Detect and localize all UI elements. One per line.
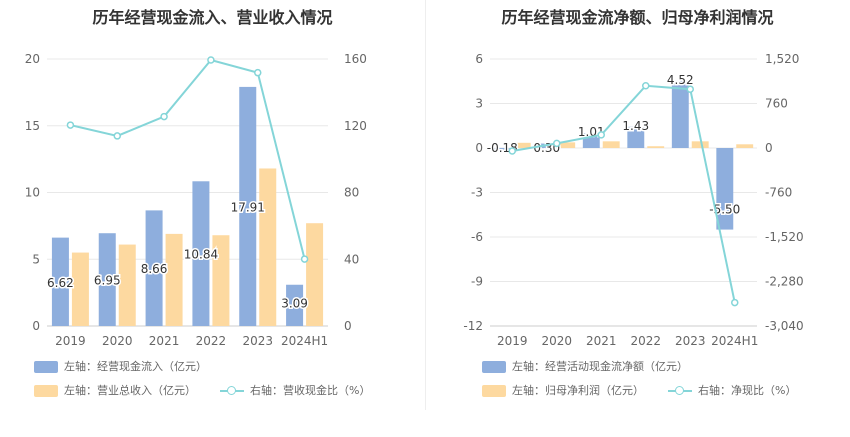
data-label: 8.66 [141,262,168,276]
bar-primary [671,80,689,148]
data-label: 10.84 [184,248,218,262]
y-tick-label-right: -1,520 [765,230,804,244]
y-tick-label-left: -3 [471,186,483,200]
bar-secondary [736,144,754,148]
legend-label: 右轴：净现比（%） [698,384,797,397]
legend-label: 右轴：营收现金比（%） [250,384,371,397]
bar-secondary [513,142,531,148]
x-tick-label: 2024H1 [281,334,328,348]
y-tick-label-right: -2,280 [765,275,804,289]
legend-label: 左轴：经营活动现金流净额（亿元） [512,360,688,373]
y-tick-label-right: 760 [765,97,788,111]
data-label: 17.91 [231,200,265,214]
bar-secondary [647,146,665,148]
bar-secondary [691,141,709,148]
data-label: 1.43 [622,119,649,133]
line-point [686,85,694,93]
line-series [70,58,306,260]
y-tick-label-left: 10 [25,186,40,200]
chart-canvas: 0 5 10 15 20 0 40 80 120 160 2019 6.62 2020 6.95 2021 8… [25,52,367,348]
legend-swatch [482,385,506,397]
legend-line-marker [220,386,244,395]
y-tick-label-left: -9 [471,275,483,289]
data-label: 6.62 [47,276,74,290]
y-tick-label-right: 80 [344,186,359,200]
bar-secondary [165,233,183,326]
legend-swatch [34,361,58,373]
panel-divider [425,0,426,410]
y-tick-label-right: 0 [765,141,773,155]
x-tick-label: 2020 [102,334,133,348]
bar-secondary [212,235,230,326]
line-point [160,112,168,121]
chart-title: 历年经营现金流净额、归母净利润情况 [501,8,774,27]
data-label: 4.52 [667,73,694,87]
x-tick-label: 2022 [630,334,661,348]
x-tick-label: 2023 [675,334,706,348]
line-point [207,56,215,64]
line-point [113,132,121,140]
x-tick-label: 2019 [497,334,528,348]
line-point [300,255,309,263]
y-tick-label-right: -760 [765,186,792,200]
bar-primary [716,148,734,230]
y-tick-label-left: 15 [25,119,40,133]
x-tick-label: 2024H1 [711,334,758,348]
legend-line-marker [668,386,692,395]
x-tick-label: 2023 [242,334,273,348]
x-tick-label: 2019 [55,334,86,348]
line-series [512,84,736,303]
line-point [508,147,516,155]
bar-primary [627,126,645,148]
bar-secondary [602,141,620,148]
y-tick-label-left: 3 [475,97,483,111]
bar-primary [239,86,257,327]
line-point [642,82,650,90]
bar-secondary [118,244,136,326]
line-point [66,121,75,129]
bar-secondary [558,142,576,148]
y-tick-label-right: 40 [344,252,359,266]
x-tick-label: 2020 [541,334,572,348]
bar-primary [145,210,163,326]
bar-primary [493,148,511,151]
legend-label: 左轴：营业总收入（亿元） [64,384,196,397]
y-tick-label-right: 1,520 [765,52,799,66]
y-tick-label-right: -3,040 [765,319,804,333]
bar-primary [98,233,116,326]
y-tick-label-left: -12 [463,319,483,333]
y-tick-label-left: 0 [475,141,483,155]
data-label: 3.09 [281,297,308,311]
x-tick-label: 2022 [196,334,227,348]
y-tick-label-right: 0 [344,319,352,333]
line-point [597,131,605,139]
y-tick-label-right: 120 [344,119,367,133]
bar-secondary [306,223,324,326]
y-tick-label-left: 5 [32,252,40,266]
chart-panel-left: 历年经营现金流入、营业收入情况 0 5 10 15 20 0 40 80 120 160 2019 6… [25,8,371,397]
chart-panel-right: 历年经营现金流净额、归母净利润情况 -12 -9 -6 -3 0 3 6 -3,040 -2,2… [425,0,850,437]
y-tick-label-left: 6 [475,52,483,66]
line-point [553,139,561,148]
chart-title: 历年经营现金流入、营业收入情况 [92,8,333,27]
bar-primary [192,181,210,326]
data-label: 6.95 [94,274,121,288]
x-tick-label: 2021 [586,334,617,348]
line-point [254,68,262,77]
legend-label: 左轴：归母净利润（亿元） [512,384,644,397]
y-tick-label-right: 160 [344,52,367,66]
bar-secondary [259,168,277,326]
y-tick-label-left: 0 [32,319,40,333]
y-tick-label-left: 20 [25,52,40,66]
x-tick-label: 2021 [149,334,180,348]
line-point [731,298,739,307]
bar-primary [51,237,69,326]
legend-swatch [34,385,58,397]
bar-primary [286,284,304,326]
y-tick-label-left: -6 [471,230,483,244]
chart-canvas: -12 -9 -6 -3 0 3 6 -3,040 -2,280 -1,520 -760 0 760 1,… [463,52,804,348]
legend-swatch [482,361,506,373]
legend-label: 左轴：经营现金流入（亿元） [64,360,207,373]
bar-secondary [71,252,89,326]
